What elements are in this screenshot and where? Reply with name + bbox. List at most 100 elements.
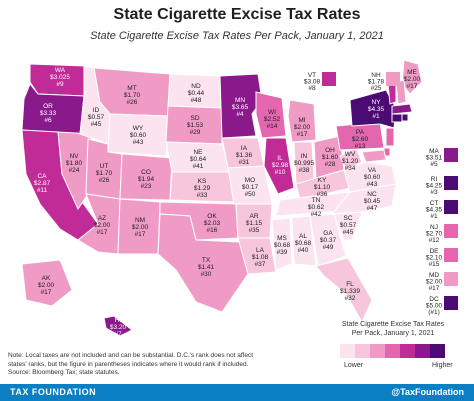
- legend-swatch-2: [355, 344, 370, 358]
- state-fl[interactable]: [315, 257, 373, 324]
- state-label-nm: NM $2.00 #17: [132, 217, 149, 238]
- state-label-or: OR $3.33 #6: [40, 103, 57, 124]
- state-label-ia: IA $1.36 #31: [236, 145, 253, 166]
- state-tx[interactable]: [157, 213, 249, 313]
- state-box-nj[interactable]: [444, 224, 458, 238]
- legend-lower-label: Lower: [344, 362, 364, 369]
- state-label-hi: HI $3.20 #7: [110, 317, 127, 338]
- state-label-nc: NC $0.45 #47: [364, 191, 381, 212]
- state-label-ak: AK $2.00 #17: [38, 275, 55, 296]
- state-label-ms: MS $0.68 #39: [274, 235, 291, 256]
- state-wv[interactable]: [339, 147, 363, 171]
- state-label-mi: MI $2.00 #17: [294, 117, 311, 138]
- state-label-tx: TX $1.41 #30: [198, 257, 215, 278]
- state-ms[interactable]: [271, 217, 293, 271]
- state-box-ri[interactable]: [444, 176, 458, 190]
- state-box-label-vt: VT $3.08 #8: [304, 72, 321, 92]
- state-label-ar: AR $1.15 #35: [246, 213, 263, 234]
- state-label-id: ID $0.57 #45: [88, 107, 105, 128]
- state-md[interactable]: [361, 149, 387, 163]
- state-box-label-nh: NH $1.78 #25: [368, 72, 385, 92]
- state-label-ne: NE $0.64 #41: [190, 149, 207, 170]
- state-box-de[interactable]: [444, 248, 458, 262]
- legend-swatch-5: [400, 344, 415, 358]
- state-il[interactable]: [263, 137, 295, 195]
- state-hi[interactable]: [103, 315, 133, 337]
- state-label-nd: ND $0.44 #48: [188, 83, 205, 104]
- footer-bar: TAX FOUNDATION @TaxFoundation: [0, 384, 474, 401]
- state-vt[interactable]: [387, 83, 397, 105]
- legend-higher-label: Higher: [432, 362, 453, 369]
- state-label-fl: FL $1.339 #32: [340, 281, 360, 302]
- legend-color-scale: [340, 344, 445, 358]
- footer-handle[interactable]: @TaxFoundation: [391, 387, 464, 397]
- state-box-label-ri: RI $4.25 #3: [426, 176, 443, 196]
- note-line-2: states' ranks, but the figure in parenth…: [8, 360, 249, 368]
- state-box-md[interactable]: [444, 272, 458, 286]
- state-label-sc: SC $0.57 #45: [340, 215, 357, 236]
- map-title: State Cigarette Excise Tax Rates: [113, 6, 361, 23]
- state-label-sd: SD $1.53 #29: [187, 115, 204, 136]
- state-ct[interactable]: [391, 113, 403, 123]
- state-ak[interactable]: [21, 259, 73, 307]
- state-label-mt: MT $1.70 #26: [124, 85, 141, 106]
- state-label-co: CO $1.94 #23: [138, 169, 155, 190]
- state-label-ok: OK $2.03 #16: [204, 213, 221, 234]
- legend-swatch-7: [430, 344, 445, 358]
- state-box-dc[interactable]: [444, 296, 458, 310]
- state-label-mn: MN $3.65 #4: [232, 97, 249, 118]
- state-wy[interactable]: [107, 113, 169, 157]
- state-label-nv: NV $1.80 #24: [66, 153, 83, 174]
- state-label-ky: KY $1.10 #36: [314, 177, 331, 198]
- state-label-wa: WA $3.025 #9: [50, 67, 70, 88]
- state-label-in: IN $0.995 #38: [294, 153, 314, 174]
- state-label-az: AZ $2.00 #17: [94, 215, 111, 236]
- state-box-label-md: MD $2.00 #17: [426, 272, 443, 292]
- state-label-ks: KS $1.29 #33: [194, 178, 211, 199]
- legend-swatch-3: [370, 344, 385, 358]
- state-la[interactable]: [237, 237, 277, 275]
- state-label-mo: MO $0.17 #50: [242, 177, 259, 198]
- legend-swatch-4: [385, 344, 400, 358]
- state-ga[interactable]: [309, 213, 347, 267]
- legend-swatch-6: [415, 344, 430, 358]
- state-label-il: IL $2.98 #10: [272, 155, 289, 176]
- state-va[interactable]: [343, 161, 397, 193]
- state-label-va: VA $0.60 #43: [364, 167, 381, 188]
- state-box-ct[interactable]: [444, 200, 458, 214]
- us-state-map: WA $3.025 #9 OR $3.33 #6 CA $2.87 #11 NV $1.80 #24 I…: [21, 59, 458, 338]
- state-label-me: ME $2.00 #17: [404, 69, 421, 90]
- state-box-label-dc: DC $5.00 (#1): [426, 296, 443, 316]
- note-line-1: Note: Local taxes are not included and c…: [8, 352, 254, 359]
- state-box-label-ma: MA $3.51 #5: [426, 148, 443, 168]
- source-line: Source: Bloomberg Tax; state statutes.: [8, 369, 120, 376]
- state-box-nh[interactable]: [386, 72, 400, 86]
- state-mi[interactable]: [287, 99, 317, 143]
- state-label-ut: UT $1.70 #26: [96, 163, 113, 184]
- state-label-tn: TN $0.62 #42: [308, 197, 325, 218]
- state-ri[interactable]: [401, 113, 409, 122]
- legend-title-line1: State Cigarette Excise Tax Rates: [341, 321, 445, 328]
- state-box-label-nj: NJ $2.70 #12: [426, 224, 443, 244]
- state-label-wy: WY $0.60 #43: [130, 125, 147, 146]
- state-label-ca: CA $2.87 #11: [34, 173, 51, 194]
- state-label-la: LA $1.08 #37: [252, 247, 269, 268]
- legend-title-line2: Per Pack, January 1, 2021: [351, 330, 435, 337]
- state-box-vt[interactable]: [322, 72, 336, 86]
- note-text: Note: Local taxes are not included and c…: [8, 352, 308, 378]
- state-label-wv: WV $1.20 #34: [342, 151, 359, 172]
- state-nj[interactable]: [385, 127, 395, 147]
- state-label-pa: PA $2.60 #13: [352, 129, 369, 150]
- state-label-ga: GA $0.37 #49: [320, 230, 337, 251]
- state-wi[interactable]: [255, 91, 287, 139]
- state-box-label-ct: CT $4.35 #1: [426, 200, 443, 220]
- map-subtitle: State Cigarette Excise Tax Rates Per Pac…: [90, 30, 384, 42]
- footer-brand: TAX FOUNDATION: [10, 387, 97, 397]
- legend-swatch-1: [340, 344, 355, 358]
- state-label-al: AL $0.68 #40: [295, 233, 312, 254]
- state-label-oh: OH $1.60 #28: [322, 147, 339, 168]
- state-label-wi: WI $2.52 #14: [264, 109, 281, 130]
- state-box-ma[interactable]: [444, 148, 458, 162]
- state-ma[interactable]: [391, 103, 413, 115]
- legend-title: State Cigarette Excise Tax Rates Per Pac…: [318, 320, 468, 338]
